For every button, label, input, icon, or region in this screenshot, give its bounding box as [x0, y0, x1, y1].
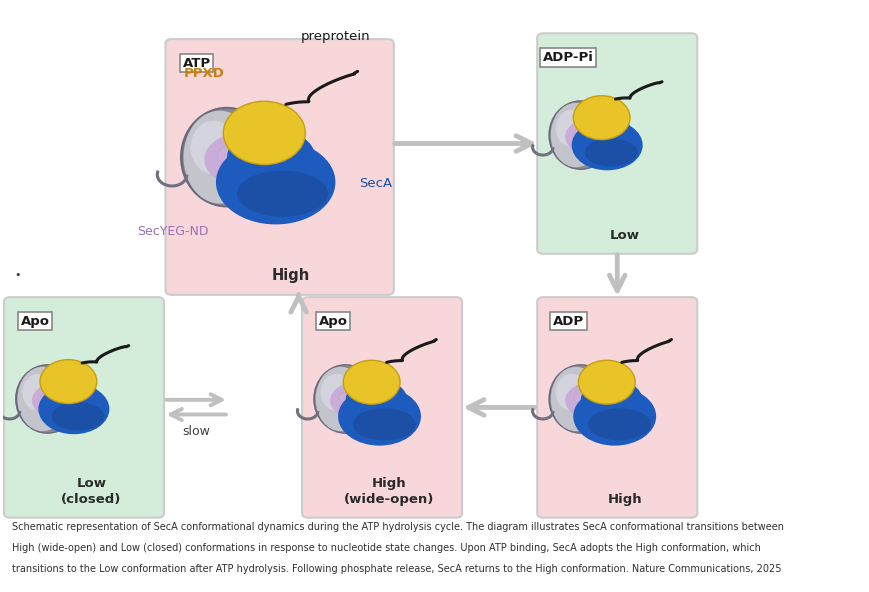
FancyBboxPatch shape	[165, 39, 394, 295]
Text: ADP: ADP	[552, 315, 583, 328]
Ellipse shape	[204, 131, 292, 188]
Text: High (wide-open) and Low (closed) conformations in response to nucleotide state : High (wide-open) and Low (closed) confor…	[12, 543, 760, 553]
Text: High: High	[607, 493, 641, 506]
Ellipse shape	[227, 128, 315, 186]
Ellipse shape	[216, 140, 335, 224]
Ellipse shape	[550, 367, 600, 431]
FancyBboxPatch shape	[302, 297, 461, 517]
Ellipse shape	[346, 362, 394, 406]
Circle shape	[578, 361, 634, 404]
Ellipse shape	[182, 109, 270, 205]
Ellipse shape	[235, 123, 275, 159]
Ellipse shape	[345, 379, 407, 419]
Circle shape	[573, 96, 629, 140]
Ellipse shape	[574, 392, 587, 403]
Ellipse shape	[580, 362, 629, 406]
Circle shape	[223, 101, 305, 165]
FancyBboxPatch shape	[4, 297, 163, 517]
Ellipse shape	[338, 387, 421, 446]
Text: High: High	[271, 268, 309, 283]
Ellipse shape	[228, 103, 297, 167]
Ellipse shape	[580, 379, 641, 419]
Ellipse shape	[236, 170, 328, 217]
Ellipse shape	[52, 375, 76, 396]
FancyBboxPatch shape	[536, 297, 696, 517]
Text: •: •	[14, 271, 21, 281]
Ellipse shape	[17, 365, 78, 433]
Text: transitions to the Low conformation after ATP hydrolysis. Following phosphate re: transitions to the Low conformation afte…	[12, 564, 780, 574]
Ellipse shape	[578, 114, 630, 147]
Ellipse shape	[45, 377, 97, 411]
Ellipse shape	[549, 102, 611, 169]
Ellipse shape	[38, 384, 109, 434]
Text: SecA: SecA	[359, 177, 392, 190]
Circle shape	[343, 361, 400, 404]
Ellipse shape	[190, 121, 236, 174]
Ellipse shape	[555, 374, 587, 411]
Ellipse shape	[587, 408, 650, 440]
Ellipse shape	[320, 374, 352, 411]
Text: SecYEG-ND: SecYEG-ND	[136, 226, 209, 239]
Ellipse shape	[329, 381, 391, 420]
Ellipse shape	[550, 103, 600, 168]
Ellipse shape	[352, 408, 415, 440]
Ellipse shape	[23, 374, 54, 411]
Text: High
(wide-open): High (wide-open)	[344, 477, 434, 506]
Text: Apo: Apo	[318, 315, 348, 328]
Ellipse shape	[315, 365, 375, 433]
Ellipse shape	[32, 381, 93, 420]
Ellipse shape	[585, 111, 609, 132]
Ellipse shape	[555, 110, 587, 147]
Ellipse shape	[338, 392, 352, 403]
Text: Low
(closed): Low (closed)	[61, 477, 122, 506]
Text: Apo: Apo	[21, 315, 50, 328]
Ellipse shape	[315, 367, 365, 431]
Ellipse shape	[51, 403, 104, 430]
Text: ATP: ATP	[182, 57, 210, 70]
Ellipse shape	[351, 375, 379, 400]
FancyBboxPatch shape	[536, 33, 696, 254]
Ellipse shape	[547, 100, 613, 170]
Ellipse shape	[313, 364, 377, 434]
Ellipse shape	[571, 120, 642, 170]
Circle shape	[40, 360, 96, 404]
Text: PPXD: PPXD	[184, 67, 225, 80]
Ellipse shape	[573, 387, 655, 446]
Ellipse shape	[180, 107, 273, 207]
Ellipse shape	[586, 375, 614, 400]
Text: slow: slow	[182, 425, 210, 438]
Ellipse shape	[47, 363, 90, 400]
Ellipse shape	[547, 364, 613, 434]
Ellipse shape	[565, 117, 626, 156]
Text: preprotein: preprotein	[301, 30, 370, 43]
Ellipse shape	[549, 365, 611, 433]
Ellipse shape	[183, 111, 255, 204]
Ellipse shape	[584, 139, 637, 166]
Ellipse shape	[565, 381, 626, 420]
Ellipse shape	[15, 364, 80, 434]
Ellipse shape	[216, 147, 236, 163]
Ellipse shape	[17, 367, 68, 431]
Ellipse shape	[574, 128, 587, 140]
Ellipse shape	[580, 99, 622, 136]
Ellipse shape	[41, 392, 54, 403]
Text: Low: Low	[609, 229, 639, 242]
Text: Schematic representation of SecA conformational dynamics during the ATP hydrolys: Schematic representation of SecA conform…	[12, 522, 783, 532]
Text: ADP-Pi: ADP-Pi	[542, 51, 593, 64]
